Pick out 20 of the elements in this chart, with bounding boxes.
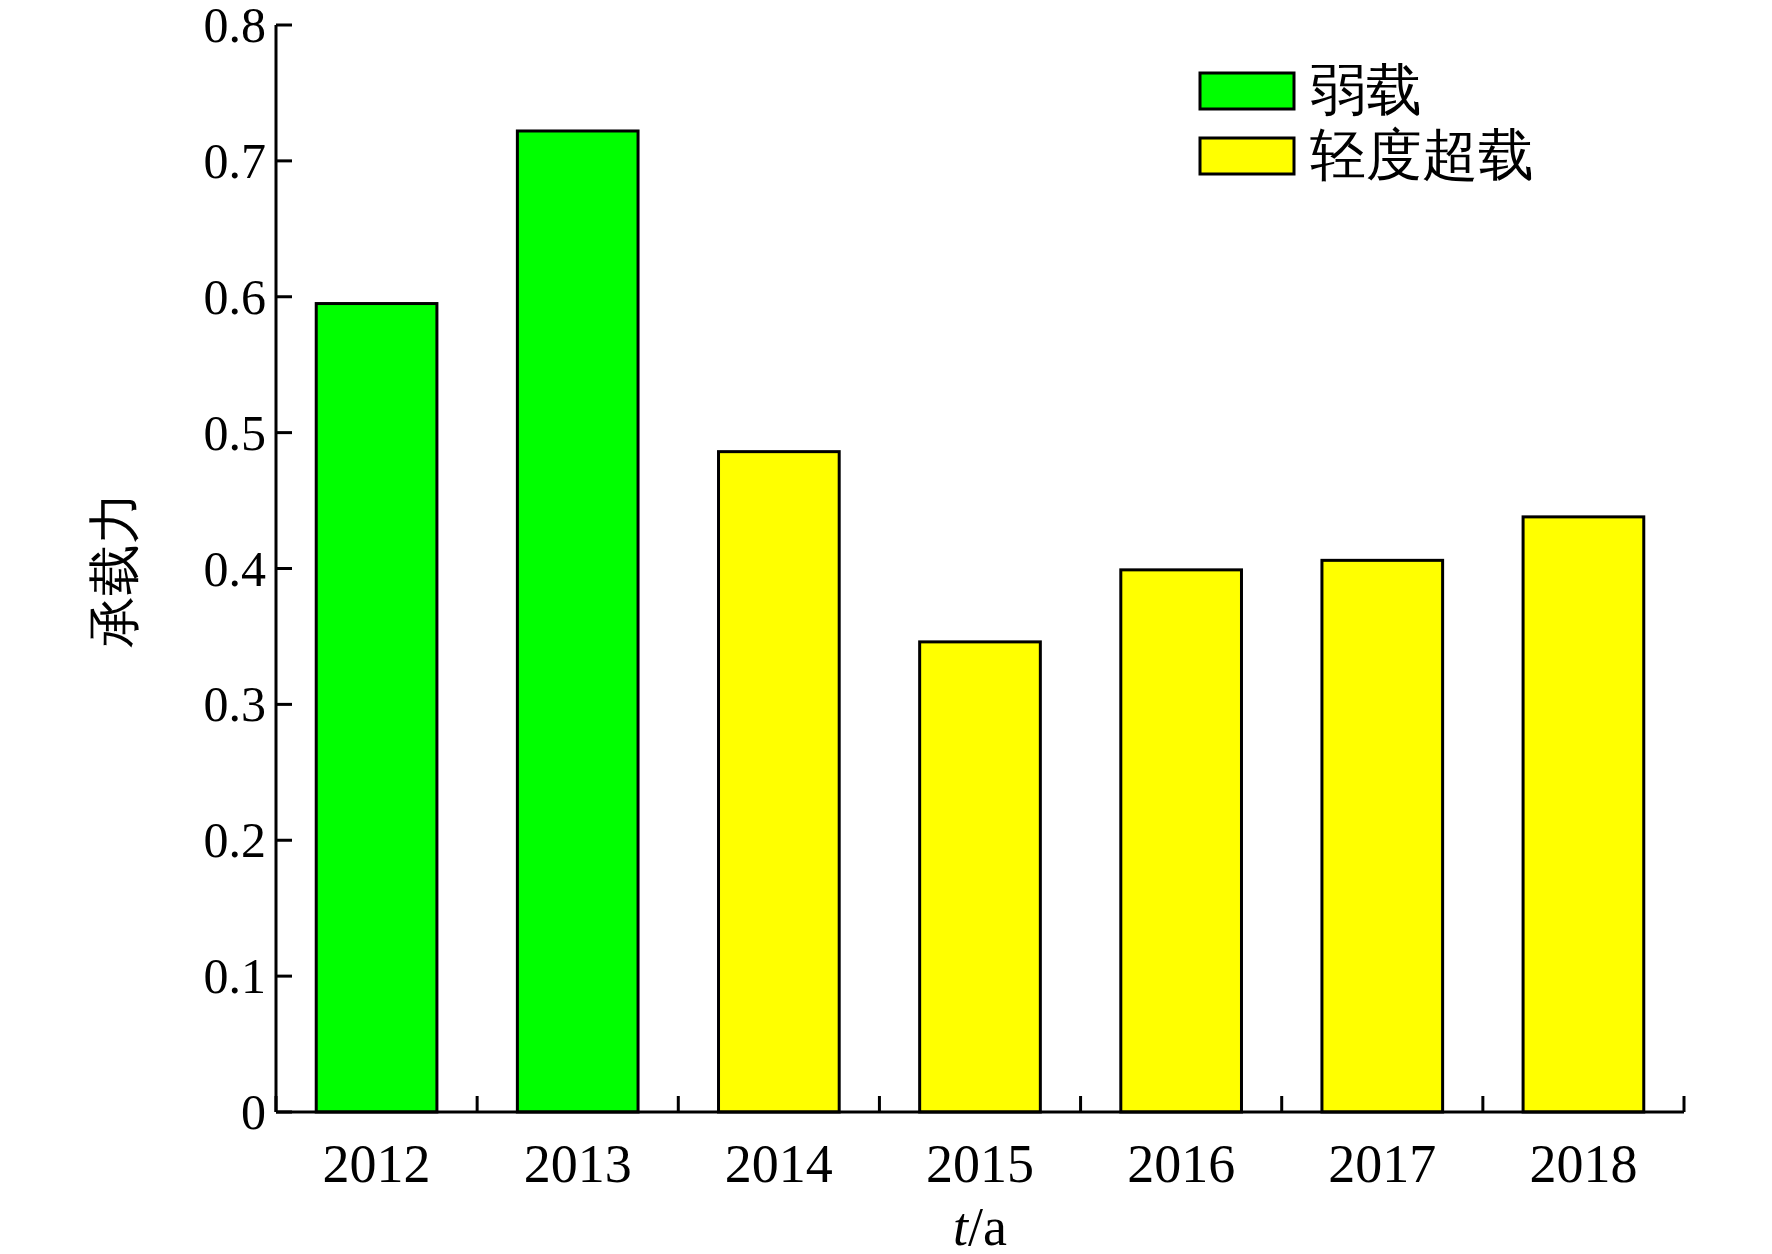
x-tick-label: 2015	[926, 1134, 1034, 1194]
x-tick-label: 2013	[523, 1134, 632, 1194]
y-tick-label: 0.4	[203, 540, 266, 597]
y-tick-label: 0	[241, 1084, 266, 1140]
y-tick-label: 0.5	[203, 404, 266, 461]
x-tick-label: 2018	[1529, 1134, 1638, 1194]
y-tick-label: 0.6	[203, 268, 266, 325]
y-tick-label: 0.8	[203, 0, 266, 53]
x-tick-label: 2014	[724, 1134, 833, 1194]
y-tick-label: 0.1	[203, 948, 266, 1005]
y-tick-label: 0.3	[203, 676, 266, 733]
legend-label: 轻度超载	[1310, 124, 1534, 186]
legend-label: 弱载	[1310, 59, 1422, 121]
x-tick-label: 2012	[322, 1134, 431, 1194]
x-axis-title: t/a	[953, 1197, 1008, 1254]
x-tick-label: 2017	[1328, 1134, 1437, 1194]
y-tick-label: 0.7	[203, 132, 266, 189]
y-tick-label: 0.2	[203, 812, 266, 869]
y-axis-title: 承载力	[86, 492, 143, 648]
x-tick-label: 2016	[1127, 1134, 1236, 1194]
